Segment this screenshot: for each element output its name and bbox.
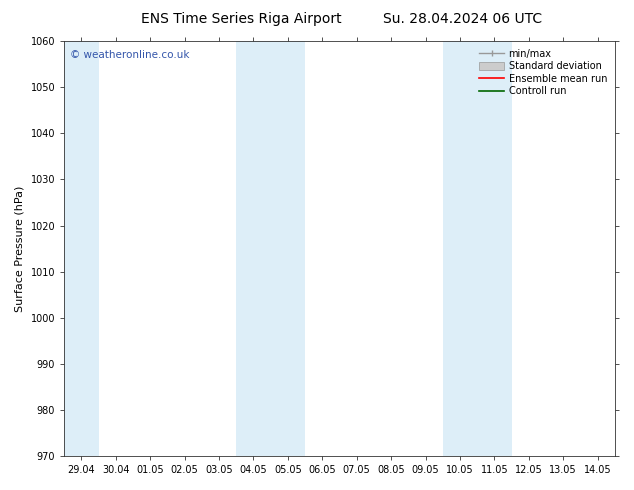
Bar <box>443 41 512 456</box>
Legend: min/max, Standard deviation, Ensemble mean run, Controll run: min/max, Standard deviation, Ensemble me… <box>477 46 610 99</box>
Bar <box>64 41 99 456</box>
Text: Su. 28.04.2024 06 UTC: Su. 28.04.2024 06 UTC <box>384 12 542 26</box>
Text: ENS Time Series Riga Airport: ENS Time Series Riga Airport <box>141 12 341 26</box>
Bar <box>236 41 305 456</box>
Text: © weatheronline.co.uk: © weatheronline.co.uk <box>70 49 189 59</box>
Y-axis label: Surface Pressure (hPa): Surface Pressure (hPa) <box>15 185 25 312</box>
